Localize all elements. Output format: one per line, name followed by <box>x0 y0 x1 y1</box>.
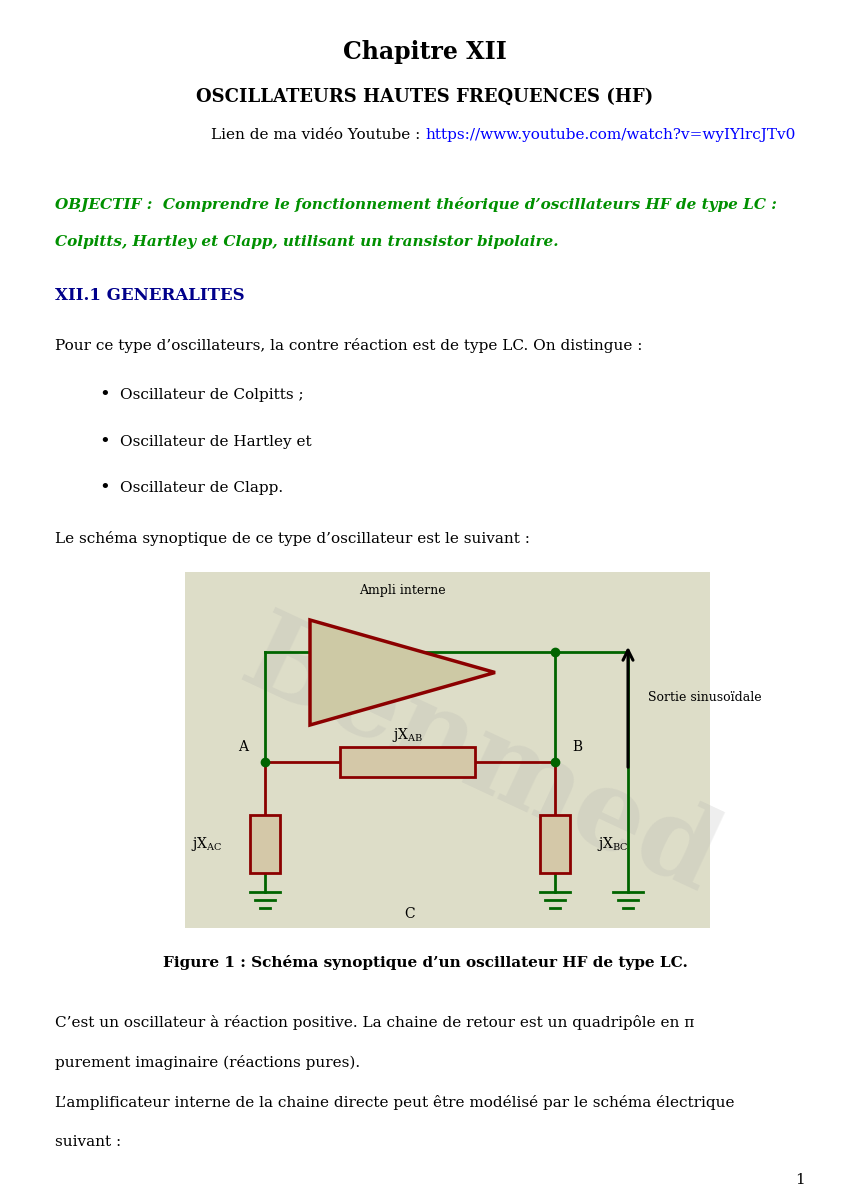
Text: L’amplificateur interne de la chaine directe peut être modélisé par le schéma él: L’amplificateur interne de la chaine dir… <box>55 1095 734 1109</box>
Text: •: • <box>99 479 110 497</box>
Text: Colpitts, Hartley et Clapp, utilisant un transistor bipolaire.: Colpitts, Hartley et Clapp, utilisant un… <box>55 235 558 249</box>
Bar <box>540 814 570 873</box>
Bar <box>340 747 475 777</box>
Text: purement imaginaire (réactions pures).: purement imaginaire (réactions pures). <box>55 1055 360 1069</box>
Text: XII.1 GENERALITES: XII.1 GENERALITES <box>55 286 245 303</box>
Text: Sortie sinusoïdale: Sortie sinusoïdale <box>648 691 762 704</box>
Text: suivant :: suivant : <box>55 1134 122 1149</box>
Text: Oscillateur de Clapp.: Oscillateur de Clapp. <box>120 481 283 494</box>
Text: Le schéma synoptique de ce type d’oscillateur est le suivant :: Le schéma synoptique de ce type d’oscill… <box>55 531 530 545</box>
Bar <box>185 571 710 928</box>
Bar <box>250 814 280 873</box>
Text: Chapitre XII: Chapitre XII <box>343 40 507 64</box>
Text: Benmed: Benmed <box>225 604 734 917</box>
Text: •: • <box>99 386 110 404</box>
Text: OSCILLATEURS HAUTES FREQUENCES (HF): OSCILLATEURS HAUTES FREQUENCES (HF) <box>196 88 654 106</box>
Text: C: C <box>405 907 416 921</box>
Text: OBJECTIF :  Comprendre le fonctionnement théorique d’oscillateurs HF de type LC : OBJECTIF : Comprendre le fonctionnement … <box>55 197 777 213</box>
Text: j$\mathregular{X_{BC}}$: j$\mathregular{X_{BC}}$ <box>598 835 629 853</box>
Text: A: A <box>238 740 248 754</box>
Text: B: B <box>572 740 582 754</box>
Text: Ampli interne: Ampli interne <box>360 583 445 597</box>
Text: 1: 1 <box>795 1173 805 1187</box>
Text: •: • <box>99 433 110 451</box>
Text: j$\mathregular{X_{AC}}$: j$\mathregular{X_{AC}}$ <box>191 835 223 853</box>
Text: Lien de ma vidéo Youtube :: Lien de ma vidéo Youtube : <box>211 128 425 142</box>
Text: Oscillateur de Colpitts ;: Oscillateur de Colpitts ; <box>120 389 303 402</box>
Text: j$\mathregular{X_{AB}}$: j$\mathregular{X_{AB}}$ <box>392 725 423 743</box>
Text: C’est un oscillateur à réaction positive. La chaine de retour est un quadripôle : C’est un oscillateur à réaction positive… <box>55 1014 694 1030</box>
Text: Pour ce type d’oscillateurs, la contre réaction est de type LC. On distingue :: Pour ce type d’oscillateurs, la contre r… <box>55 338 643 352</box>
Polygon shape <box>310 620 495 725</box>
Text: Figure 1 : Schéma synoptique d’un oscillateur HF de type LC.: Figure 1 : Schéma synoptique d’un oscill… <box>162 954 688 970</box>
Text: https://www.youtube.com/watch?v=wyIYlrcJTv0: https://www.youtube.com/watch?v=wyIYlrcJ… <box>425 128 796 142</box>
Text: Oscillateur de Hartley et: Oscillateur de Hartley et <box>120 435 312 449</box>
